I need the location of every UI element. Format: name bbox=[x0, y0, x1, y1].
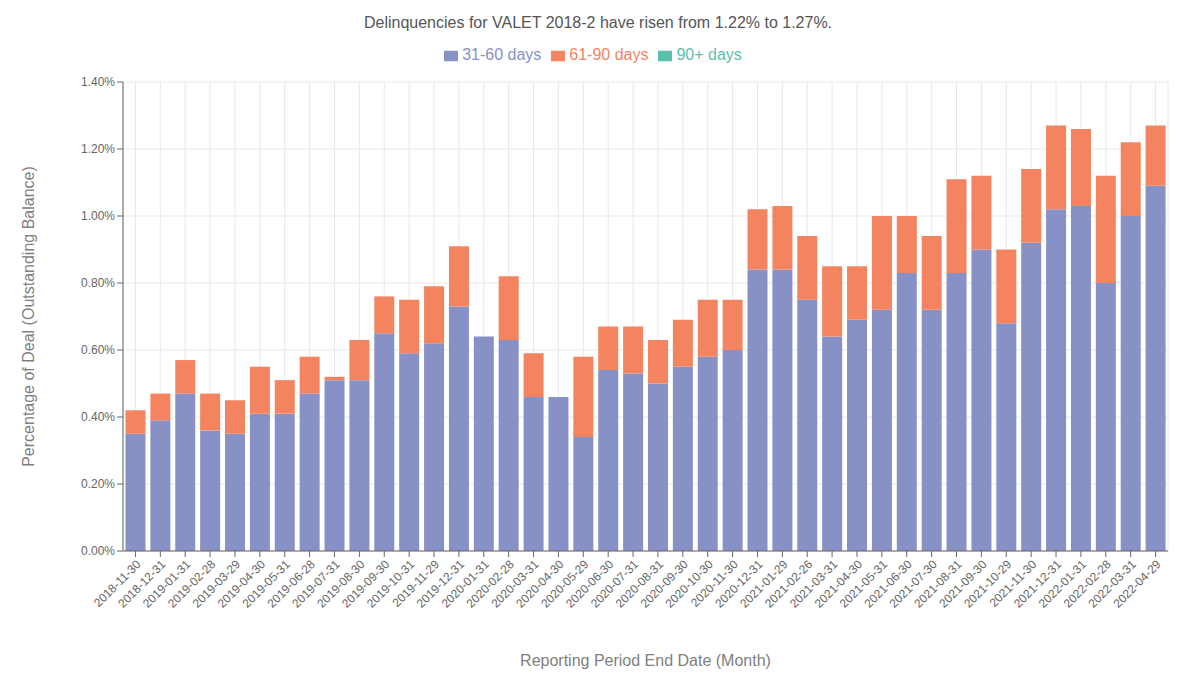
svg-text:2022-04-29: 2022-04-29 bbox=[1110, 557, 1164, 611]
svg-text:2021-02-26: 2021-02-26 bbox=[762, 557, 816, 611]
svg-text:2021-06-30: 2021-06-30 bbox=[861, 557, 915, 611]
svg-text:2020-12-31: 2020-12-31 bbox=[712, 557, 766, 611]
svg-text:2018-12-31: 2018-12-31 bbox=[115, 557, 169, 611]
svg-text:2021-04-30: 2021-04-30 bbox=[811, 557, 866, 611]
svg-text:2021-05-31: 2021-05-31 bbox=[836, 557, 890, 611]
svg-text:2020-05-29: 2020-05-29 bbox=[538, 557, 592, 611]
svg-text:2021-08-31: 2021-08-31 bbox=[911, 557, 965, 611]
svg-text:2019-01-31: 2019-01-31 bbox=[140, 557, 194, 611]
svg-text:2022-03-31: 2022-03-31 bbox=[1085, 557, 1139, 611]
svg-text:0.00%: 0.00% bbox=[81, 544, 115, 558]
svg-text:2019-06-28: 2019-06-28 bbox=[264, 557, 318, 611]
svg-text:2019-12-31: 2019-12-31 bbox=[413, 557, 467, 611]
svg-text:2019-09-30: 2019-09-30 bbox=[339, 557, 393, 611]
svg-text:2019-03-29: 2019-03-29 bbox=[189, 557, 244, 611]
svg-text:Percentage of Deal (Outstandin: Percentage of Deal (Outstanding Balance) bbox=[20, 166, 37, 467]
svg-text:2021-09-30: 2021-09-30 bbox=[936, 557, 990, 611]
svg-text:2019-11-29: 2019-11-29 bbox=[389, 557, 443, 610]
html-text:90+ days: 90+ days bbox=[676, 46, 742, 63]
svg-text:2019-02-28: 2019-02-28 bbox=[164, 557, 219, 611]
svg-text:2020-07-31: 2020-07-31 bbox=[587, 557, 642, 611]
svg-text:2020-11-30: 2020-11-30 bbox=[688, 557, 741, 610]
html-text:31-60 days: 31-60 days bbox=[462, 46, 542, 63]
svg-text:1.00%: 1.00% bbox=[81, 209, 115, 223]
svg-text:0.60%: 0.60% bbox=[81, 343, 115, 357]
html-text:61-90 days: 61-90 days bbox=[569, 46, 649, 63]
svg-text:2020-06-30: 2020-06-30 bbox=[563, 557, 617, 611]
svg-text:2020-03-31: 2020-03-31 bbox=[488, 557, 542, 611]
svg-text:2021-07-30: 2021-07-30 bbox=[886, 557, 940, 611]
svg-text:0.20%: 0.20% bbox=[81, 477, 115, 491]
svg-text:2021-01-29: 2021-01-29 bbox=[737, 557, 791, 611]
svg-text:2020-08-31: 2020-08-31 bbox=[612, 557, 667, 611]
html-text:Delinquencies for VALET 2018-2: Delinquencies for VALET 2018-2 have rise… bbox=[363, 14, 833, 31]
svg-text:0.40%: 0.40% bbox=[81, 410, 115, 424]
svg-text:2020-10-30: 2020-10-30 bbox=[662, 557, 716, 611]
svg-text:2019-04-30: 2019-04-30 bbox=[214, 557, 268, 611]
svg-text:2020-02-28: 2020-02-28 bbox=[463, 557, 517, 611]
svg-text:2020-04-30: 2020-04-30 bbox=[513, 557, 567, 611]
svg-text:0.80%: 0.80% bbox=[81, 276, 115, 290]
svg-text:2021-10-29: 2021-10-29 bbox=[961, 557, 1015, 611]
svg-text:2019-07-31: 2019-07-31 bbox=[289, 557, 343, 611]
svg-text:1.20%: 1.20% bbox=[81, 142, 115, 156]
svg-text:2020-01-31: 2020-01-31 bbox=[438, 557, 492, 611]
svg-text:2022-01-31: 2022-01-31 bbox=[1035, 557, 1090, 611]
svg-text:2018-11-30: 2018-11-30 bbox=[90, 557, 144, 610]
svg-text:1.40%: 1.40% bbox=[81, 75, 115, 89]
svg-text:2019-08-30: 2019-08-30 bbox=[314, 557, 368, 611]
svg-text:Reporting Period End Date (Mon: Reporting Period End Date (Month) bbox=[520, 652, 771, 669]
svg-text:2020-09-30: 2020-09-30 bbox=[637, 557, 691, 611]
svg-text:2021-12-31: 2021-12-31 bbox=[1010, 557, 1065, 611]
svg-text:2022-02-28: 2022-02-28 bbox=[1060, 557, 1114, 611]
svg-text:2021-11-30: 2021-11-30 bbox=[986, 557, 1040, 610]
svg-text:2019-05-31: 2019-05-31 bbox=[239, 557, 293, 611]
svg-text:2021-03-31: 2021-03-31 bbox=[786, 557, 841, 611]
svg-text:2019-10-31: 2019-10-31 bbox=[364, 557, 418, 611]
